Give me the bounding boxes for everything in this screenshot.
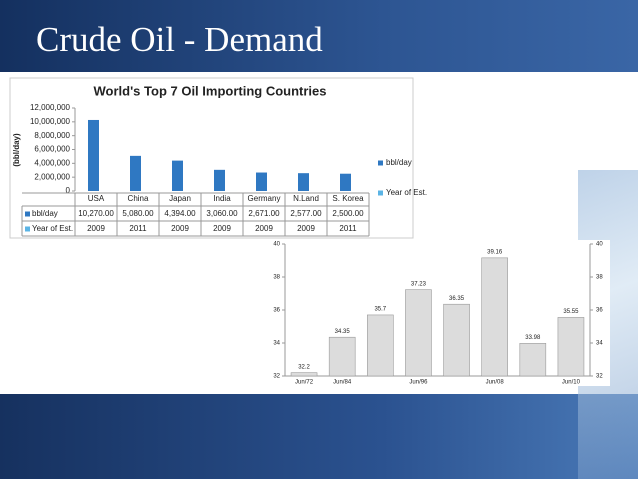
- bar: [328, 336, 356, 377]
- bar: [443, 303, 470, 377]
- data-label: 35.7: [374, 307, 386, 313]
- x-tick-label: Jun/72: [295, 380, 314, 386]
- table-cell: 2009: [255, 224, 273, 233]
- bar: [256, 172, 267, 191]
- x-tick-label: Japan: [169, 194, 191, 203]
- y-tick-label: 0: [66, 186, 71, 195]
- x-tick-label: Jun/08: [486, 380, 505, 386]
- table-row-header: Year of Est.: [32, 224, 73, 233]
- y-tick-label: 2,000,000: [34, 172, 70, 181]
- table-cell: 2009: [87, 224, 105, 233]
- bar: [88, 119, 99, 191]
- y-tick-label: 4,000,000: [34, 158, 70, 167]
- y2-tick-label: 34: [596, 341, 603, 347]
- table-cell: 2009: [171, 224, 189, 233]
- table-cell: 2011: [129, 224, 147, 233]
- x-tick-label: S. Korea: [332, 194, 364, 203]
- y-tick-label: 12,000,000: [30, 103, 71, 112]
- y2-tick-label: 32: [596, 374, 603, 380]
- table-cell: 2011: [339, 224, 357, 233]
- x-tick-label: USA: [88, 194, 105, 203]
- data-label: 35.55: [563, 309, 579, 315]
- y2-tick-label: 36: [596, 308, 603, 314]
- bar: [172, 160, 183, 191]
- bar: [405, 289, 432, 377]
- y-tick-label: 6,000,000: [34, 145, 70, 154]
- bar: [519, 343, 547, 377]
- data-label: 37.23: [411, 281, 427, 287]
- table-cell: 2,671.00: [248, 209, 280, 218]
- table-cell: 2009: [213, 224, 231, 233]
- header-band: [0, 0, 638, 72]
- y-tick-label: 34: [273, 341, 280, 347]
- table-swatch: [25, 211, 30, 217]
- y-tick-label: 10,000,000: [30, 117, 71, 126]
- table-cell: 5,080.00: [122, 209, 154, 218]
- x-tick-label: Jun/84: [333, 380, 352, 386]
- chart2-frame: [258, 240, 610, 386]
- bar: [557, 317, 585, 377]
- y-tick-label: 8,000,000: [34, 131, 70, 140]
- x-tick-label: Jun/10: [562, 380, 581, 386]
- legend-swatch: [378, 190, 383, 196]
- bar: [367, 314, 394, 377]
- data-label: 34.35: [335, 329, 351, 335]
- y-tick-label: 38: [273, 275, 280, 281]
- table-cell: 2,577.00: [290, 209, 322, 218]
- y2-tick-label: 38: [596, 275, 603, 281]
- table-cell: 4,394.00: [164, 209, 196, 218]
- bar: [290, 372, 318, 377]
- table-cell: 10,270.00: [78, 209, 114, 218]
- x-tick-label: India: [213, 194, 231, 203]
- table-cell: 2,500.00: [332, 209, 364, 218]
- table-cell: 3,060.00: [206, 209, 238, 218]
- table-cell: 2009: [297, 224, 315, 233]
- y2-tick-label: 40: [596, 242, 603, 248]
- y-tick-label: 40: [273, 242, 280, 248]
- bar: [298, 173, 309, 191]
- x-tick-label: Germany: [248, 194, 281, 203]
- bar: [481, 257, 508, 377]
- slide-title: Crude Oil - Demand: [36, 20, 323, 59]
- y-tick-label: 32: [273, 374, 280, 380]
- footer-band: [0, 394, 638, 479]
- x-tick-label: Jun/96: [409, 380, 428, 386]
- data-label: 33.98: [525, 335, 541, 341]
- legend-label: bbl/day: [386, 158, 412, 167]
- y-axis-label: (bbl/day): [12, 133, 21, 167]
- x-tick-label: N.Land: [293, 194, 319, 203]
- data-label: 36.35: [449, 296, 465, 302]
- chart1-frame: [9, 77, 414, 239]
- table-row-header: bbl/day: [32, 209, 58, 218]
- bar: [340, 173, 351, 191]
- legend-label: Year of Est.: [386, 188, 427, 197]
- bar: [130, 155, 141, 191]
- data-label: 32.2: [298, 364, 310, 370]
- bar: [214, 169, 225, 191]
- data-label: 39.16: [487, 249, 503, 255]
- y-tick-label: 36: [273, 308, 280, 314]
- legend-swatch: [378, 160, 383, 166]
- table-swatch: [25, 226, 30, 232]
- x-tick-label: China: [128, 194, 149, 203]
- chart-title: World's Top 7 Oil Importing Countries: [94, 83, 327, 98]
